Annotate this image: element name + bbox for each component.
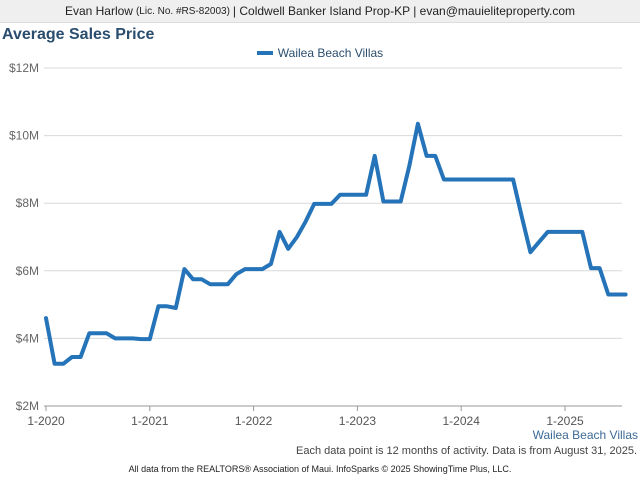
data-point: 2024-08: $7.6M: [519, 214, 524, 219]
x-tick-label: 1-2024: [443, 414, 481, 428]
data-point: 2023-07: $9.1M: [407, 164, 412, 169]
y-tick-label: $8M: [16, 196, 39, 210]
data-point: 2023-12: $8.7M: [450, 177, 455, 182]
x-tick-label: 1-2025: [546, 414, 584, 428]
data-point: 2024-03: $8.7M: [476, 177, 481, 182]
data-point: 2021-07: $5.75M: [199, 277, 204, 282]
axes: $2M $4M $6M $8M $10M $12M 1-2020 1-2021 1-2022 1-…: [9, 61, 622, 428]
data-point: 2020-01: $4.6M: [44, 316, 49, 321]
agent-name: Evan Harlow: [64, 4, 133, 18]
data-point: 2021-02: $4.95M: [156, 304, 161, 309]
data-point: 2025-02: $7.15M: [571, 229, 576, 234]
data-point: 2024-04: $8.7M: [485, 177, 490, 182]
data-point: 2025-03: $7.15M: [580, 229, 585, 234]
data-point: 2020-07: $4.15M: [95, 331, 100, 336]
data-point: 2021-12: $6.05M: [242, 267, 247, 272]
data-point: 2020-05: $3.45M: [78, 354, 83, 359]
data-point: 2023-09: $9.4M: [424, 153, 429, 158]
data-point: 2023-11: $8.7M: [441, 177, 446, 182]
license-number: (Lic. No. #RS-82003): [135, 5, 230, 17]
data-point: 2022-07: $7.45M: [303, 219, 308, 224]
data-point: 2022-10: $7.98M: [329, 201, 334, 206]
data-point: 2023-08: $10.35M: [415, 121, 420, 126]
data-point: 2020-04: $3.45M: [69, 354, 74, 359]
data-point: 2021-01: $3.98M: [147, 337, 152, 342]
data-point: 2023-03: $9.4M: [372, 153, 377, 158]
data-point: 2025-08: $5.3M: [623, 292, 628, 297]
data-point: 2021-04: $4.9M: [173, 305, 178, 310]
y-tick-label: $12M: [9, 61, 39, 75]
data-point: 2021-10: $5.6M: [225, 282, 230, 287]
data-point: 2020-11: $4M: [130, 336, 135, 341]
data-point: 2020-03: $3.25M: [61, 361, 66, 366]
data-point: 2022-09: $7.98M: [320, 201, 325, 206]
data-note: Each data point is 12 months of activity…: [296, 445, 637, 457]
data-point: 2023-01: $8.25M: [355, 192, 360, 197]
data-point: 2025-06: $5.3M: [606, 292, 611, 297]
data-point: 2023-04: $8.05M: [381, 199, 386, 204]
data-point: 2020-09: $4M: [113, 336, 118, 341]
x-tick-label: 1-2022: [235, 414, 273, 428]
legend-swatch: [256, 51, 273, 55]
data-point: 2022-03: $6.2M: [268, 262, 273, 267]
y-tick-label: $2M: [16, 399, 39, 413]
data-point: 2021-03: $4.95M: [165, 304, 170, 309]
data-point: 2023-06: $8.05M: [398, 199, 403, 204]
data-point: 2022-04: $7.15M: [277, 229, 282, 234]
data-point: 2025-01: $7.15M: [563, 229, 568, 234]
data-point: 2020-10: $4M: [121, 336, 126, 341]
data-point: 2021-11: $5.9M: [234, 272, 239, 277]
data-point: 2025-04: $6.08M: [588, 266, 593, 271]
data-point: 2021-06: $5.75M: [191, 277, 196, 282]
y-tick-label: $6M: [16, 264, 39, 278]
legend-label: Wailea Beach Villas: [277, 46, 384, 60]
data-point: 2020-08: $4.15M: [104, 331, 109, 336]
chart-title: Average Sales Price: [2, 26, 155, 43]
data-point: 2021-09: $5.6M: [217, 282, 222, 287]
series-line-wailea-beach-villas: [44, 121, 628, 366]
data-point: 2022-01: $6.05M: [251, 267, 256, 272]
data-point: 2022-11: $8.25M: [338, 192, 343, 197]
data-point: 2024-02: $8.7M: [467, 177, 472, 182]
legend[interactable]: Wailea Beach Villas: [0, 46, 640, 60]
data-point: 2021-08: $5.6M: [208, 282, 213, 287]
data-point: 2022-06: $7M: [294, 235, 299, 240]
data-point: 2024-01: $8.7M: [459, 177, 464, 182]
data-point: 2023-10: $9.4M: [433, 153, 438, 158]
y-tick-label: $4M: [16, 331, 39, 345]
data-point: 2024-05: $8.7M: [493, 177, 498, 182]
series-layer: 2020-01: $4.6M 2020-02: $3.25M 2020-03: $3…: [44, 121, 628, 366]
data-point: 2022-12: $8.25M: [346, 192, 351, 197]
data-point: 2025-05: $6.08M: [597, 266, 602, 271]
data-point: 2024-11: $7.15M: [545, 229, 550, 234]
company-email: | Coldwell Banker Island Prop-KP | evan@…: [232, 4, 576, 18]
data-point: 2022-08: $7.98M: [312, 201, 317, 206]
series-end-label: Wailea Beach Villas: [532, 428, 638, 442]
data-point: 2022-02: $6.05M: [260, 267, 265, 272]
data-point: 2024-12: $7.15M: [554, 229, 559, 234]
data-point: 2025-07: $5.3M: [614, 292, 619, 297]
data-point: 2024-07: $8.7M: [511, 177, 516, 182]
x-tick-label: 1-2020: [27, 414, 65, 428]
data-point: 2024-10: $6.85M: [537, 240, 542, 245]
data-point: 2023-02: $8.25M: [364, 192, 369, 197]
data-point: 2021-05: $6.05M: [182, 267, 187, 272]
y-tick-label: $10M: [9, 129, 39, 143]
data-point: 2023-05: $8.05M: [390, 199, 395, 204]
data-point: 2020-02: $3.25M: [52, 361, 57, 366]
x-tick-label: 1-2021: [131, 414, 169, 428]
data-point: 2024-09: $6.55M: [528, 250, 533, 255]
x-tick-label: 1-2023: [339, 414, 377, 428]
data-point: 2024-06: $8.7M: [502, 177, 507, 182]
footer-credit: All data from the REALTORS® Association …: [128, 464, 512, 474]
data-point: 2020-12: $3.98M: [139, 337, 144, 342]
data-point: 2020-06: $4.15M: [87, 331, 92, 336]
header-bar: Evan Harlow (Lic. No. #RS-82003) | Coldw…: [0, 0, 640, 23]
data-point: 2022-05: $6.65M: [286, 246, 291, 251]
